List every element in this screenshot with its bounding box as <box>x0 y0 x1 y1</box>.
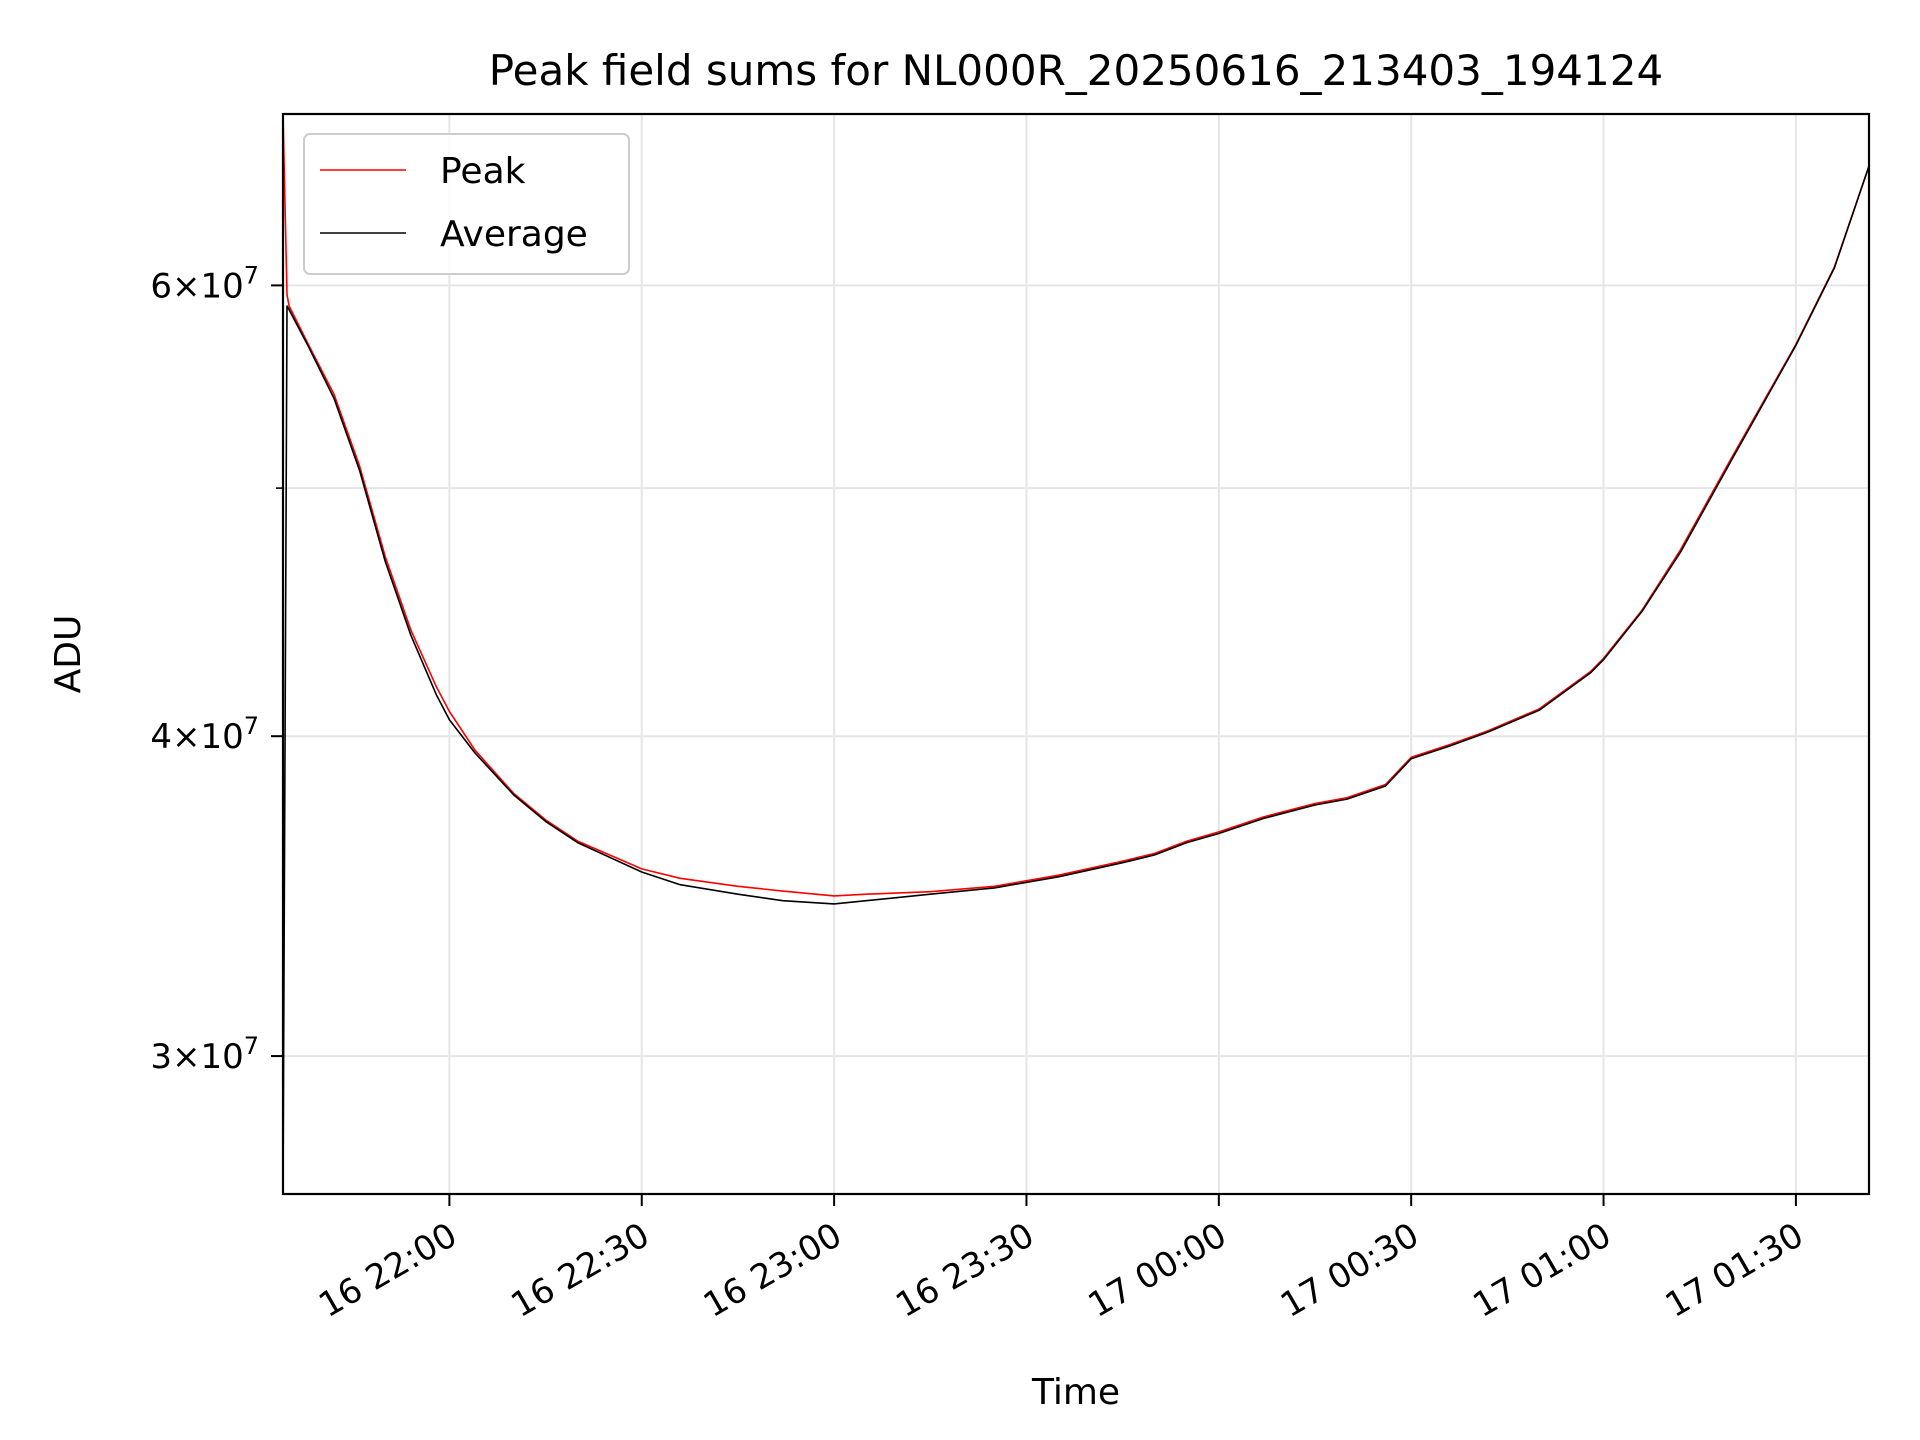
y-tick-base: 10 <box>200 717 243 757</box>
y-tick-exponent: 7 <box>244 712 259 740</box>
legend: Peak Average <box>303 133 630 275</box>
y-tick-base: 10 <box>200 1037 243 1077</box>
y-tick-mantissa: 4 <box>150 717 172 757</box>
y-tick-exponent: 7 <box>244 1032 259 1060</box>
y-tick-times-sign: × <box>172 266 201 306</box>
y-tick-label: 3×107 <box>150 1032 259 1077</box>
legend-label-average: Average <box>440 214 588 255</box>
y-tick-exponent: 7 <box>244 261 259 289</box>
y-tick-times-sign: × <box>172 717 201 757</box>
y-tick-label: 4×107 <box>150 712 259 757</box>
y-tick-mantissa: 6 <box>150 266 172 306</box>
y-tick-times-sign: × <box>172 1037 201 1077</box>
legend-label-peak: Peak <box>440 151 526 192</box>
plot-area-frame <box>281 112 1871 1196</box>
series-line-peak <box>283 114 1869 897</box>
series-line-average <box>283 165 1869 1194</box>
legend-frame <box>303 133 630 275</box>
plot-series <box>283 114 1869 1194</box>
y-tick-base: 10 <box>200 266 243 306</box>
y-tick-label: 6×107 <box>150 261 259 306</box>
y-axis-label: ADU <box>48 615 89 694</box>
x-axis-label: Time <box>1031 1372 1120 1413</box>
chart-title: Peak field sums for NL000R_20250616_2134… <box>489 46 1663 95</box>
gridlines <box>283 114 1869 1194</box>
y-tick-mantissa: 3 <box>150 1037 172 1077</box>
